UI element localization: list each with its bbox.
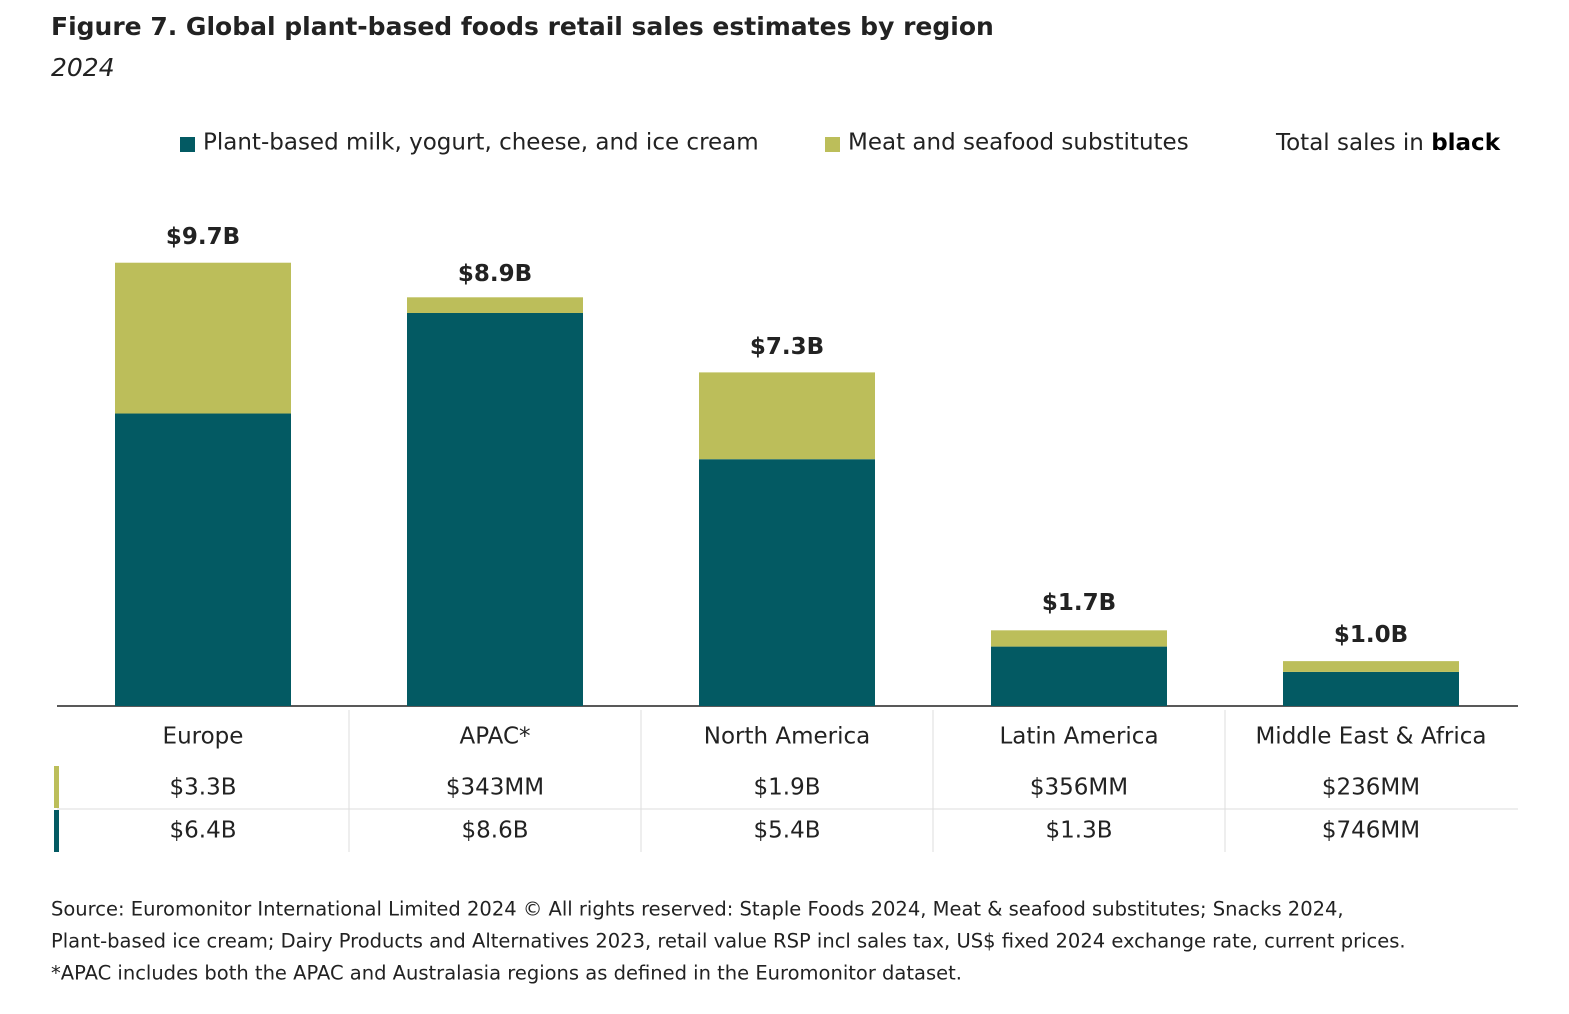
bar-segment bbox=[699, 459, 875, 706]
category-label: APAC* bbox=[459, 724, 530, 750]
table-value: $356MM bbox=[1030, 775, 1128, 801]
legend-swatch bbox=[825, 137, 840, 152]
total-label: $8.9B bbox=[458, 261, 532, 287]
bar-segment bbox=[699, 372, 875, 460]
bar-segment bbox=[991, 646, 1167, 706]
source-note: Source: Euromonitor International Limite… bbox=[51, 898, 1344, 921]
category-label: North America bbox=[704, 724, 871, 750]
legend-label: Meat and seafood substitutes bbox=[848, 130, 1189, 156]
table-value: $6.4B bbox=[170, 818, 237, 844]
legend-swatch bbox=[180, 137, 195, 152]
row-marker bbox=[54, 766, 59, 808]
bar-segment bbox=[1283, 661, 1459, 672]
table-value: $343MM bbox=[446, 775, 544, 801]
chart-subtitle: 2024 bbox=[51, 53, 115, 82]
category-label: Europe bbox=[163, 724, 244, 750]
bar-segment bbox=[407, 297, 583, 313]
bar-segment bbox=[407, 312, 583, 706]
category-label: Middle East & Africa bbox=[1255, 724, 1486, 750]
total-note: Total sales in black bbox=[1275, 130, 1501, 156]
table-value: $236MM bbox=[1322, 775, 1420, 801]
table-value: $5.4B bbox=[754, 818, 821, 844]
bar-segment bbox=[115, 262, 291, 414]
source-note: *APAC includes both the APAC and Austral… bbox=[51, 962, 962, 985]
table-value: $1.3B bbox=[1046, 818, 1113, 844]
total-note-text: Total sales in bbox=[1275, 130, 1424, 156]
table-value: $1.9B bbox=[754, 775, 821, 801]
total-label: $9.7B bbox=[166, 224, 240, 250]
table-value: $746MM bbox=[1322, 818, 1420, 844]
legend-label: Plant-based milk, yogurt, cheese, and ic… bbox=[203, 130, 759, 156]
bar-segment bbox=[991, 630, 1167, 647]
total-label: $7.3B bbox=[750, 334, 824, 360]
table-value: $3.3B bbox=[170, 775, 237, 801]
bar-segment bbox=[1283, 671, 1459, 706]
chart-title: Figure 7. Global plant-based foods retai… bbox=[51, 12, 994, 41]
category-label: Latin America bbox=[999, 724, 1158, 750]
total-label: $1.0B bbox=[1334, 622, 1408, 648]
row-marker bbox=[54, 810, 59, 852]
total-label: $1.7B bbox=[1042, 590, 1116, 616]
table-value: $8.6B bbox=[462, 818, 529, 844]
source-note: Plant-based ice cream; Dairy Products an… bbox=[51, 930, 1406, 953]
total-note-emphasis: black bbox=[1431, 130, 1501, 156]
bar-segment bbox=[115, 413, 291, 706]
